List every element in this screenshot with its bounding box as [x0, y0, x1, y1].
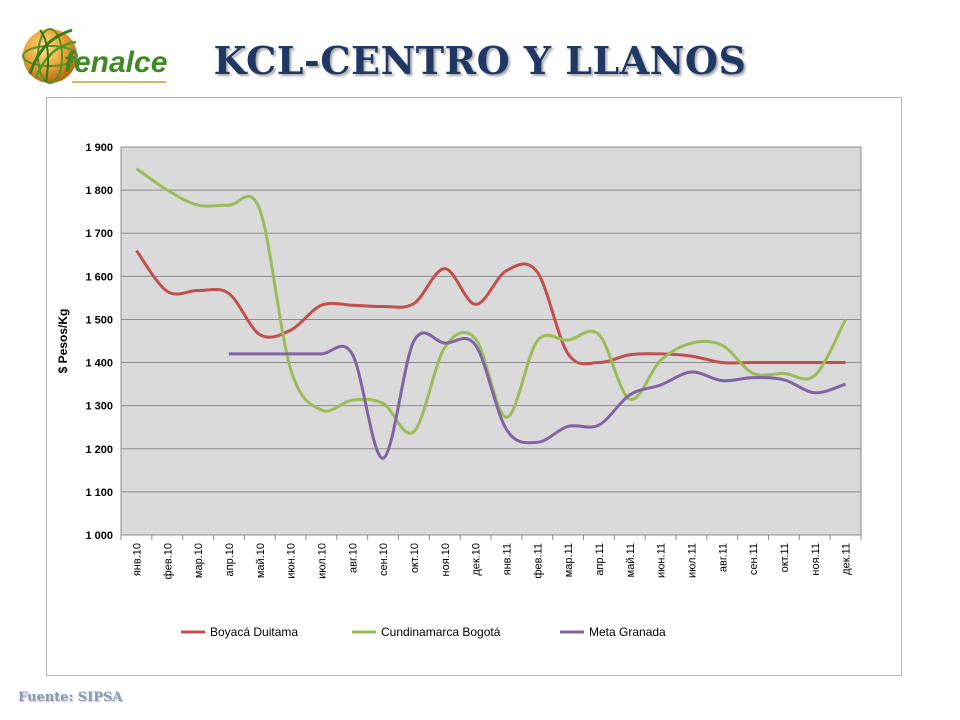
x-tick-label: фев.10: [162, 543, 174, 579]
x-tick-label: авг.11: [717, 543, 729, 572]
y-axis-title: $ Pesos/Kg: [56, 309, 70, 374]
gridlines: [121, 146, 861, 493]
x-tick-label: ноя.11: [810, 543, 822, 576]
series-line-2: [228, 331, 847, 460]
x-tick-labels: янв.10 фев.10 мар.10 апр.10 май.10 июн.10 июл.…: [120, 535, 862, 579]
y-tick-label: 1 700: [85, 228, 113, 240]
page-title: KCL-CENTRO Y LLANOS: [213, 38, 747, 83]
x-tick-label: май.11: [625, 543, 637, 577]
x-tick-label: мар.11: [563, 543, 575, 577]
x-tick-label: апр.10: [224, 543, 236, 576]
series-line-1: [135, 167, 847, 435]
x-tick-label: янв.10: [131, 543, 143, 576]
x-tick-label: мар.10: [193, 543, 205, 578]
x-tick-label: июл.10: [316, 543, 328, 579]
x-tick-label: фев.11: [532, 543, 544, 579]
x-tick-label: дек.10: [471, 543, 483, 576]
plot-area: [120, 146, 862, 536]
x-tick-label: май.10: [255, 543, 267, 578]
x-tick-label: июн.10: [286, 543, 298, 579]
y-tick-label: 1 100: [85, 487, 113, 499]
legend: Boyacá Duitama Cundinamarca Bogotá Meta Gr…: [181, 625, 666, 639]
x-tick-label: авг.10: [347, 543, 359, 573]
legend-label: Cundinamarca Bogotá: [381, 625, 501, 639]
y-tick-label: 1 000: [85, 530, 113, 542]
y-tick-label: 1 300: [85, 401, 113, 413]
x-tick-label: окт.10: [409, 543, 421, 573]
x-tick-label: апр.11: [594, 543, 606, 576]
x-tick-label: сен.10: [378, 543, 390, 576]
x-tick-label: июл.11: [686, 543, 698, 578]
y-tick-label: 1 600: [85, 271, 113, 283]
fenalce-logo: fenalce: [20, 22, 170, 94]
logo-wordmark: fenalce: [64, 46, 167, 79]
x-tick-label: ноя.10: [440, 543, 452, 576]
series-line-0: [135, 249, 846, 366]
legend-label: Meta Granada: [589, 625, 666, 639]
y-tick-label: 1 400: [85, 358, 113, 370]
series-lines: [135, 167, 847, 460]
y-tick-label: 1 900: [85, 142, 113, 154]
y-tick-label: 1 500: [85, 314, 113, 326]
source-note: Fuente: SIPSA: [18, 690, 123, 705]
x-tick-label: июн.11: [656, 543, 668, 578]
x-tick-label: дек.11: [841, 543, 853, 575]
y-tick-label: 1 800: [85, 185, 113, 197]
chart-frame: 1 000 1 100 1 200 1 300 1 400 1 500 1 600 1 700…: [46, 97, 902, 676]
x-tick-label: окт.11: [779, 543, 791, 572]
y-tick-label: 1 200: [85, 444, 113, 456]
legend-label: Boyacá Duitama: [210, 625, 298, 639]
y-tick-labels: 1 000 1 100 1 200 1 300 1 400 1 500 1 600 1 700…: [85, 142, 113, 542]
x-tick-label: сен.11: [748, 543, 760, 575]
x-tick-label: янв.11: [501, 543, 513, 575]
line-chart: 1 000 1 100 1 200 1 300 1 400 1 500 1 600 1 700…: [56, 142, 862, 639]
